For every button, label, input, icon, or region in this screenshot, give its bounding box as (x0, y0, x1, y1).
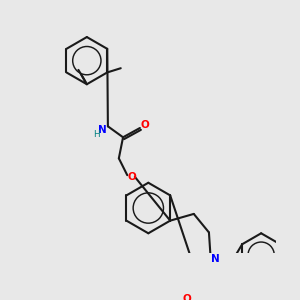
Text: O: O (141, 121, 149, 130)
Text: O: O (183, 294, 191, 300)
Text: H: H (93, 130, 99, 139)
Text: N: N (98, 125, 106, 135)
Text: O: O (128, 172, 137, 182)
Text: N: N (211, 254, 220, 264)
